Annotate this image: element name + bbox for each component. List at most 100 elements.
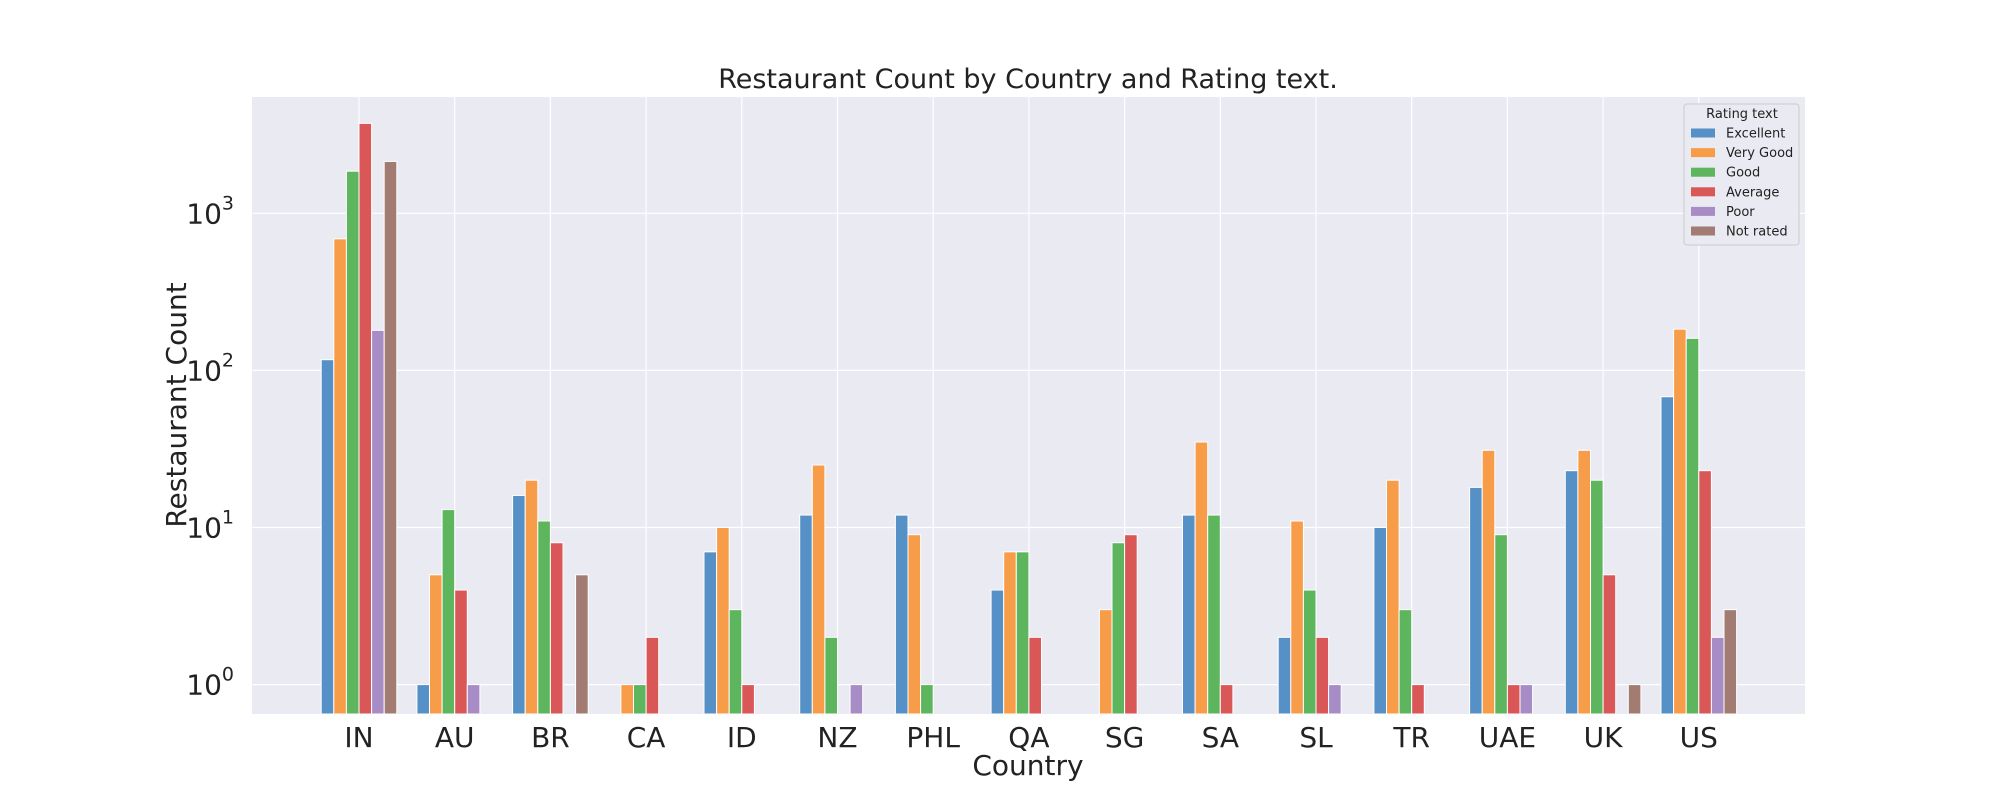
bar [1098,609,1113,715]
y-axis-label: Restaurant Count [160,282,193,527]
bar [1398,609,1413,715]
bar [703,551,718,715]
legend-label: Not rated [1726,225,1788,240]
x-tick-label: ID [727,721,757,754]
bar [1577,449,1592,715]
bar [416,684,430,715]
bar [1564,470,1579,715]
x-tick-label: IN [344,721,373,754]
bar [524,479,539,715]
bar [1411,684,1425,715]
bar [429,574,443,715]
bar [1290,520,1304,715]
bar [1710,636,1725,715]
bar [345,170,360,715]
x-tick-label: UAE [1479,721,1536,754]
legend-swatch [1691,148,1715,158]
bars-group [320,122,1738,715]
bar [537,520,551,715]
bar [358,122,373,715]
bar [383,160,398,715]
x-tick-label: US [1680,721,1718,754]
bar [1602,574,1617,715]
bar [811,464,826,715]
legend-label: Very Good [1726,146,1793,161]
bar [1315,636,1330,715]
bar [454,589,468,715]
bar [1194,441,1209,715]
x-tick-label: NZ [817,721,857,754]
bar [1627,684,1642,715]
x-tick-label: CA [627,721,666,754]
legend: Rating text Excellent Very Good Good Averag… [1683,103,1800,246]
x-tick-label: SG [1105,721,1144,754]
bar [549,542,564,715]
bar [1028,636,1043,715]
bar [920,684,934,715]
bar [1673,328,1687,715]
x-tick-label: SA [1202,721,1239,754]
legend-label: Average [1726,185,1779,200]
legend-swatch [1691,167,1715,177]
x-tick-label: AU [435,721,475,754]
bar [990,589,1005,715]
bar [371,329,385,715]
bar [1302,589,1317,715]
bar [1015,551,1030,715]
bar [1124,534,1138,715]
x-tick-label: BR [531,721,570,754]
bar [1219,684,1234,715]
bar [1519,684,1534,715]
y-tick-label: 100 [186,664,234,702]
bar [633,684,647,715]
bar [799,514,813,715]
bar [320,359,335,715]
bar [466,684,481,715]
bar [1590,479,1604,715]
bar [741,684,755,715]
legend-label: Excellent [1726,127,1785,142]
chart-title: Restaurant Count by Country and Rating t… [718,64,1338,95]
bar [1207,514,1221,715]
bar [1386,479,1400,715]
bar [620,684,635,715]
bar [728,609,743,715]
legend-swatch [1691,206,1715,216]
bar [1469,486,1483,715]
bar [1723,609,1738,715]
bar [1481,449,1496,715]
bar [1182,514,1196,715]
bar [512,494,526,715]
bar [1494,534,1508,715]
bar [575,574,589,715]
legend-label: Good [1726,166,1760,181]
x-tick-label: TR [1392,721,1430,754]
y-tick-label: 103 [186,192,234,230]
x-tick-label: PHL [906,721,960,754]
bar [716,527,730,715]
bar [824,636,839,715]
legend-title: Rating text [1706,107,1778,122]
bar [1111,542,1126,715]
bar [894,514,909,715]
bar [907,534,922,715]
bar [1506,684,1521,715]
bar [1698,470,1712,715]
bar [1277,636,1292,715]
bar [1373,527,1388,715]
bar [333,238,347,715]
bar [1003,551,1017,715]
legend-swatch [1691,128,1715,138]
bar [645,636,660,715]
x-axis-label: Country [972,749,1083,782]
y-tick-label: 101 [186,507,234,545]
bar [849,684,864,715]
bar [1328,684,1342,715]
bar [1660,396,1675,715]
legend-items: Excellent Very Good Good Average Poor Not rat… [1691,127,1793,240]
x-tick-label: QA [1008,721,1049,754]
x-tick-label: UK [1584,721,1623,754]
bar [441,509,456,715]
legend-swatch [1691,226,1715,236]
